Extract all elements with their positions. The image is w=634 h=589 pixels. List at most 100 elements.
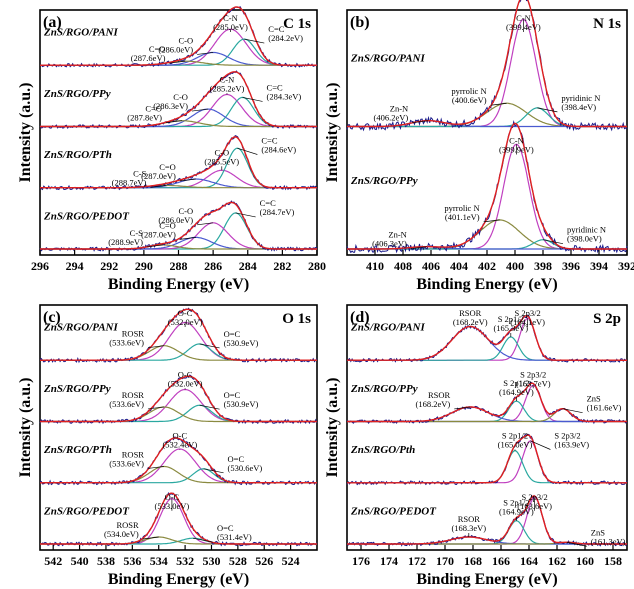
peak-label: S 2p3/2 <box>554 431 580 441</box>
sample-name: ZnS/RGO/PANI <box>350 322 425 334</box>
peak-energy: (398.4eV) <box>561 102 596 112</box>
peak-pointer <box>165 120 183 124</box>
peak-energy: (288.7eV) <box>112 177 147 187</box>
x-tick-label: 542 <box>44 554 62 568</box>
x-tick-label: 404 <box>450 259 468 273</box>
peak-energy: (286.0eV) <box>158 215 193 225</box>
x-tick-label: 402 <box>478 259 496 273</box>
peak-energy: (530.9eV) <box>224 338 259 348</box>
panel-tag: (d) <box>350 309 370 326</box>
x-tick-label: 406 <box>422 259 440 273</box>
peak-pointer <box>244 38 265 44</box>
peak-pointer <box>566 541 587 547</box>
x-tick-label: 294 <box>66 259 84 273</box>
peak-label: C=O <box>149 44 166 54</box>
peak-label: S 2p1/2 <box>498 314 524 324</box>
plot-frame <box>39 304 318 551</box>
peak-energy: (532.4eV) <box>162 440 197 450</box>
sample-name: ZnS/RGO/PANI <box>350 52 425 64</box>
spectrum-zns-rgo-pedot: ZnS/RGO/PEDOT C=C(284.7eV) C-O(286.0eV)C=O… <box>39 198 318 252</box>
peak-label: pyridinic N <box>561 93 600 103</box>
peak-pointer <box>150 185 167 188</box>
peak-label: RSOR <box>458 514 481 524</box>
peak-energy: (163.9eV) <box>554 440 589 450</box>
peak-energy: (533.6eV) <box>109 338 144 348</box>
peak-pointer <box>147 406 165 410</box>
spectrum-zns-rgo-pani: ZnS/RGO/PANI O-C(532.0eV) O=C(530.9eV) ROSR… <box>39 307 318 364</box>
peak-pointer <box>237 147 258 155</box>
peak-energy: (161.3eV) <box>591 536 626 546</box>
peak-pointer <box>235 212 256 218</box>
peak-pointer <box>490 102 507 106</box>
fit-peak <box>40 343 317 361</box>
peak-energy: (284.7eV) <box>260 207 295 217</box>
peak-energy: (168.2eV) <box>415 399 450 409</box>
raw-spectrum <box>39 374 318 425</box>
x-tick-label: 408 <box>394 259 412 273</box>
peak-label: C=O <box>159 220 176 230</box>
peak-label: C=C <box>260 198 276 208</box>
peak-pointer <box>192 537 214 543</box>
peak-label: C-O <box>214 147 229 157</box>
peak-energy: (406.3eV) <box>372 239 407 249</box>
x-tick-label: 528 <box>229 554 247 568</box>
envelope-fit <box>347 495 627 545</box>
x-tick-label: 160 <box>576 554 594 568</box>
fit-peak <box>347 336 627 361</box>
peak-label: C=C <box>261 136 277 146</box>
peak-label: C=C <box>268 24 284 34</box>
sample-name: ZnS/RGO/PTh <box>43 444 112 456</box>
peak-label: O-C <box>165 492 180 502</box>
panel-tag: (b) <box>350 14 370 31</box>
raw-spectrum <box>39 307 318 364</box>
peak-label: Zn-N <box>388 230 406 240</box>
peak-label: S 2p3/2 <box>520 369 546 379</box>
envelope-fit <box>347 0 627 128</box>
sample-name: ZnS/RGO/PPy <box>350 175 418 187</box>
peak-label: C-N <box>509 136 524 146</box>
peak-label: O-C <box>178 369 193 379</box>
peak-energy: (532.0eV) <box>168 378 203 388</box>
x-tick-label: 410 <box>366 259 384 273</box>
x-tick-label: 290 <box>135 259 153 273</box>
raw-spectrum <box>346 494 628 547</box>
peak-pointer <box>197 52 214 55</box>
envelope-fit <box>347 382 627 423</box>
peak-pointer <box>412 120 429 124</box>
x-tick-label: 534 <box>150 554 168 568</box>
x-tick-label: 288 <box>170 259 188 273</box>
sample-name: ZnS/RGO/PEDOT <box>43 210 130 222</box>
envelope-fit <box>40 136 317 189</box>
peak-label: pyrrolic N <box>444 203 479 213</box>
envelope-fit <box>40 201 317 250</box>
peak-energy: (164.1eV) <box>510 317 545 327</box>
peak-pointer <box>146 244 163 248</box>
peak-energy: (165.0eV) <box>498 440 533 450</box>
sample-name: ZnS/RGO/PANI <box>43 27 118 39</box>
peak-label: O-C <box>172 431 187 441</box>
spectrum-zns-rgo-pth: ZnS/RGO/PTh C-O(285.5eV)C=C(284.6eV)C=O(2… <box>39 134 318 191</box>
peak-label: Zn-N <box>390 104 408 114</box>
x-tick-label: 398 <box>534 259 552 273</box>
peak-energy: (287.8eV) <box>127 113 162 123</box>
peak-pointer <box>203 468 224 474</box>
peak-pointer <box>142 536 159 540</box>
peak-energy: (533.6eV) <box>109 399 144 409</box>
x-tick-label: 164 <box>520 554 538 568</box>
panel-title: O 1s <box>282 311 311 327</box>
peak-label: C-S <box>130 228 144 238</box>
peak-label: pyrrolic N <box>451 86 486 96</box>
peak-label: ZnS <box>591 527 605 537</box>
envelope-fit <box>40 437 317 484</box>
sample-name: ZnS/RGO/PPy <box>43 383 111 395</box>
peak-pointer <box>197 222 214 226</box>
peak-pointer <box>542 239 564 245</box>
x-axis-label: Binding Energy (eV) <box>108 276 249 293</box>
panel-title: C 1s <box>283 16 311 32</box>
peak-label: S 2p1/2 <box>502 431 528 441</box>
peak-energy: (534.0eV) <box>104 529 139 539</box>
y-axis-label: Intensity (a.u.) <box>324 377 341 477</box>
x-tick-label: 176 <box>352 554 370 568</box>
peak-energy: (284.2eV) <box>268 33 303 43</box>
